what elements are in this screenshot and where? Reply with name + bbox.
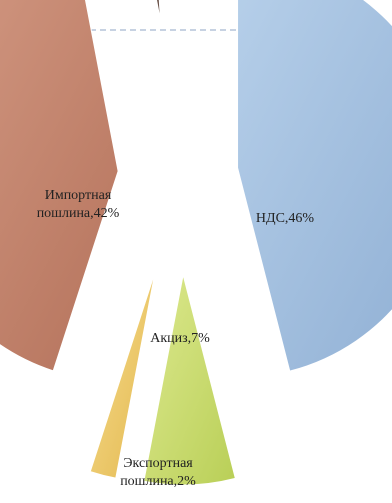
pie-slice: [89, 271, 156, 479]
pie-slice: [143, 274, 236, 486]
slice-label: НДС,46%: [256, 211, 314, 226]
pie-slice: [0, 0, 119, 372]
slice-label: Экспортная пошлина,2%: [120, 456, 196, 489]
pie-slice: [237, 0, 392, 372]
pie-slice: [156, 0, 162, 22]
slice-label: Акциз,7%: [150, 331, 210, 346]
slice-label: Импортная пошлина,42%: [37, 188, 120, 221]
pie-slice: [173, 0, 176, 16]
